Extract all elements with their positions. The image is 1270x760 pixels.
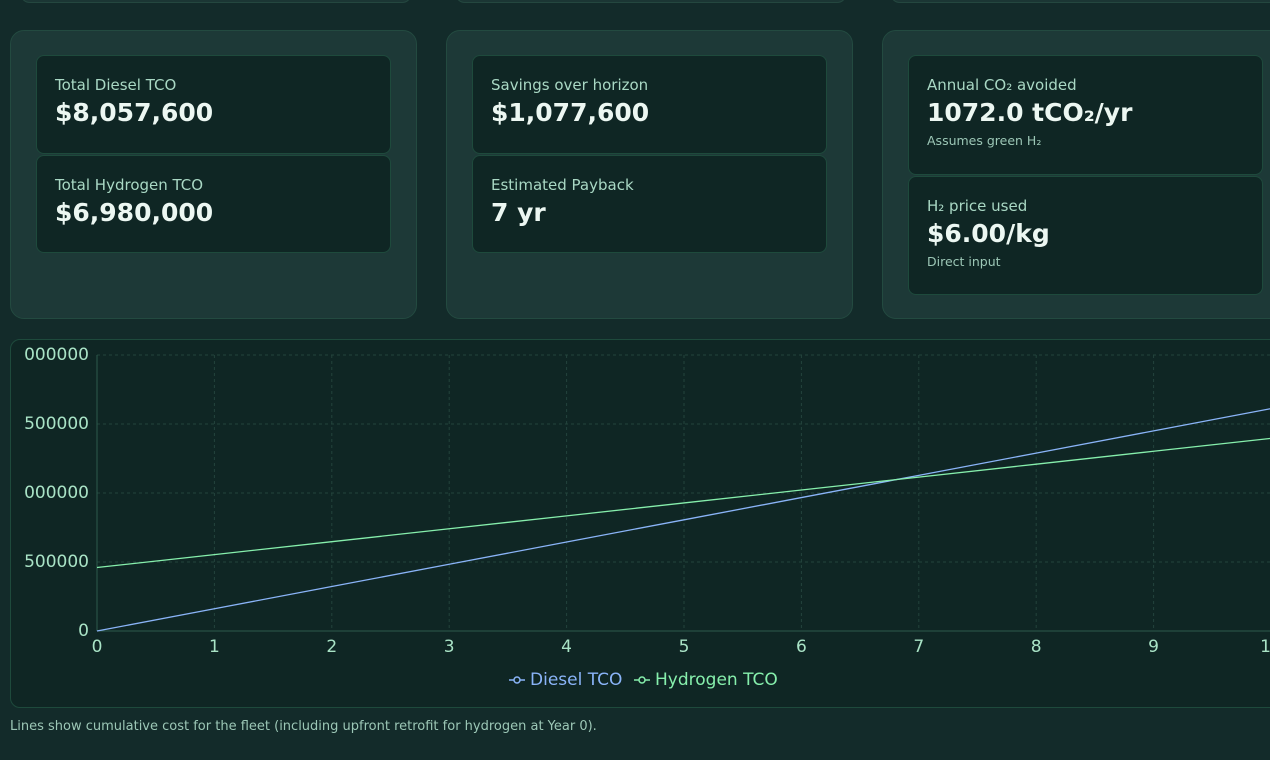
line-series (96, 408, 1270, 632)
card-edge (890, 0, 1270, 3)
stat-card: Total Hydrogen TCO $6,980,000 (36, 155, 391, 253)
panel: Annual CO₂ avoided 1072.0 tCO₂/yr Assumes … (882, 30, 1270, 319)
card-value: 1072.0 tCO₂/yr (927, 98, 1133, 127)
y-tick-label: 500000 (24, 414, 89, 434)
x-tick-label: 1 (1260, 637, 1270, 657)
line-series (96, 437, 1270, 569)
stat-card: H₂ price used $6.00/kg Direct input (908, 176, 1263, 295)
panel: Total Diesel TCO $8,057,600 Total Hydroge… (10, 30, 417, 319)
y-tick-label: 500000 (24, 552, 89, 572)
x-tick-label: 2 (326, 637, 337, 657)
stat-card: Annual CO₂ avoided 1072.0 tCO₂/yr Assumes … (908, 55, 1263, 175)
card-title: Total Hydrogen TCO (55, 176, 204, 194)
card-value: $6,980,000 (55, 198, 214, 227)
legend-label: Hydrogen TCO (655, 670, 778, 690)
x-tick-label: 5 (679, 637, 690, 657)
stat-card: Savings over horizon $1,077,600 (472, 55, 827, 154)
y-tick-label: 0 (78, 621, 89, 641)
footnote: Lines show cumulative cost for the fleet… (10, 719, 597, 734)
panel: Savings over horizon $1,077,600 Estimated… (446, 30, 853, 319)
stat-card: Estimated Payback 7 yr (472, 155, 827, 253)
chart-panel: 0 500000 000000 500000 000000 0 1 2 3 4 5 6 7 8 9 1 Dies… (10, 339, 1270, 708)
card-note: Assumes green H₂ (927, 133, 1042, 148)
card-title: Total Diesel TCO (55, 76, 177, 94)
card-value: $1,077,600 (491, 98, 650, 127)
card-edge (20, 0, 412, 3)
card-title: Savings over horizon (491, 76, 649, 94)
card-note: Direct input (927, 254, 1001, 269)
x-tick-label: 0 (92, 637, 103, 657)
card-title: Annual CO₂ avoided (927, 76, 1077, 94)
x-tick-label: 1 (209, 637, 220, 657)
card-edge (455, 0, 847, 3)
card-title: H₂ price used (927, 197, 1028, 215)
stat-card: Total Diesel TCO $8,057,600 (36, 55, 391, 154)
x-tick-label: 3 (444, 637, 455, 657)
x-tick-label: 4 (561, 637, 572, 657)
legend-marker (638, 676, 646, 684)
card-title: Estimated Payback (491, 176, 634, 194)
x-tick-label: 6 (796, 637, 807, 657)
legend-marker (513, 676, 521, 684)
x-tick-label: 7 (913, 637, 924, 657)
card-value: 7 yr (491, 198, 546, 227)
card-value: $6.00/kg (927, 219, 1050, 248)
y-tick-label: 000000 (24, 483, 89, 503)
legend-label: Diesel TCO (530, 670, 622, 690)
card-value: $8,057,600 (55, 98, 214, 127)
x-tick-label: 9 (1148, 637, 1159, 657)
x-tick-label: 8 (1031, 637, 1042, 657)
y-tick-label: 000000 (24, 345, 89, 365)
